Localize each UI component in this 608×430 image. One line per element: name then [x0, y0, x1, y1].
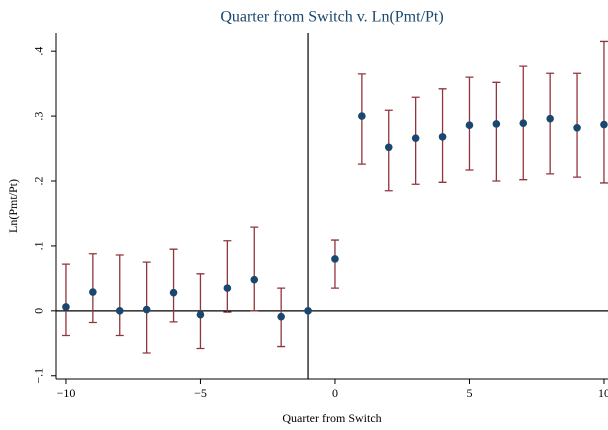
error-bar: [115, 254, 124, 337]
error-bar: [88, 253, 97, 324]
x-tick-label: −5: [194, 386, 207, 400]
point: [519, 119, 528, 128]
point: [411, 134, 420, 142]
point: [546, 114, 554, 123]
y-tick-label: .2: [32, 177, 46, 186]
point: [465, 121, 474, 129]
point: [223, 284, 232, 292]
point: [384, 143, 393, 152]
point: [492, 120, 501, 128]
y-tick-label: 0: [32, 308, 46, 314]
point: [89, 288, 97, 296]
x-axis-label: Quarter from Switch: [282, 411, 381, 425]
x-tick-label: 0: [332, 386, 338, 400]
point: [277, 312, 285, 321]
x-tick-label: 5: [466, 386, 472, 400]
x-tick-label: 10: [598, 386, 608, 400]
error-bar: [250, 226, 259, 312]
point: [358, 112, 366, 120]
y-tick-label: .4: [32, 47, 46, 56]
point: [115, 307, 124, 315]
error-bar: [330, 239, 339, 289]
x-tick-label: −10: [57, 386, 76, 400]
y-tick-label: −.1: [32, 368, 46, 384]
error-bar: [223, 240, 232, 313]
point: [169, 288, 178, 297]
chart-title: Quarter from Switch v. Ln(Pmt/Pt): [220, 9, 443, 26]
y-tick-label: .3: [32, 112, 46, 121]
point: [600, 120, 608, 129]
point: [250, 275, 259, 284]
point: [304, 307, 312, 315]
error-bar: [546, 72, 555, 175]
point: [196, 310, 205, 319]
point: [438, 133, 447, 141]
point: [62, 303, 70, 311]
y-tick-label: .1: [32, 241, 46, 250]
y-axis-label: Ln(Pmt/Pt): [6, 179, 20, 233]
error-bar: [599, 40, 608, 184]
error-bar: [492, 81, 501, 182]
point: [142, 305, 151, 314]
error-bar: [169, 248, 178, 323]
error-bar: [61, 263, 70, 337]
point: [331, 255, 339, 263]
point: [573, 123, 581, 132]
